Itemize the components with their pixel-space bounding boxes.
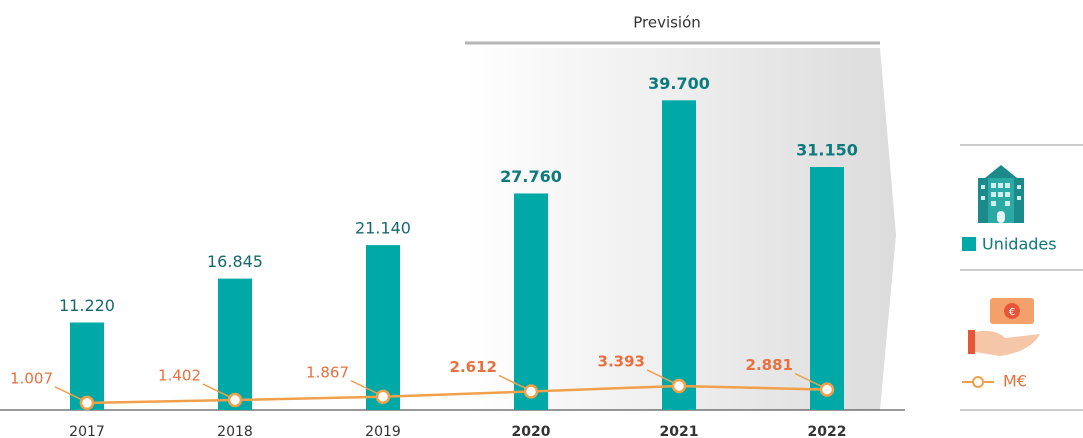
leader-line <box>202 383 231 398</box>
leader-line <box>646 369 675 384</box>
line-marker <box>819 382 835 397</box>
leader-line <box>54 386 83 401</box>
line-marker <box>523 384 539 399</box>
bar <box>662 100 696 410</box>
line-marker <box>79 395 95 411</box>
bar <box>218 278 252 410</box>
legend-swatch <box>962 237 976 251</box>
bar <box>70 322 104 410</box>
x-tick-label: 2018 <box>217 424 253 438</box>
line-value-label: 1.867 <box>306 363 349 381</box>
bar <box>514 193 548 410</box>
money-icon: € <box>968 298 1040 356</box>
line-marker <box>227 392 243 408</box>
line-marker <box>375 389 391 405</box>
bar-value-label: 31.150 <box>796 141 858 160</box>
svg-text:€: € <box>1009 307 1015 318</box>
bar-value-label: 27.760 <box>500 167 562 186</box>
leader-line <box>350 380 379 395</box>
building-icon <box>978 165 1024 223</box>
line-value-label: 2.881 <box>746 356 793 374</box>
line-value-label: 3.393 <box>598 352 645 370</box>
legend-label: M€ <box>1003 372 1027 391</box>
bar <box>810 167 844 410</box>
line-marker <box>671 378 687 394</box>
legend-swatch-marker <box>972 376 984 388</box>
line <box>86 384 828 405</box>
leader-line <box>794 372 823 388</box>
line-value-label: 1.402 <box>158 367 201 385</box>
x-tick-label: 2022 <box>808 424 847 438</box>
bar <box>366 245 400 410</box>
bar-value-label: 11.220 <box>59 296 115 315</box>
x-tick-label: 2019 <box>365 424 401 438</box>
x-tick-label: 2017 <box>69 424 105 438</box>
x-tick-label: 2021 <box>660 424 699 438</box>
leader-line <box>498 374 527 390</box>
x-tick-label: 2020 <box>512 424 551 438</box>
bar-value-label: 39.700 <box>648 74 710 93</box>
line-value-label: 2.612 <box>450 358 497 376</box>
bar-value-label: 16.845 <box>207 252 263 271</box>
legend-label: Unidades <box>982 235 1057 254</box>
bar-value-label: 21.140 <box>355 219 411 238</box>
line-value-label: 1.007 <box>10 369 53 387</box>
forecast-label: Previsión <box>633 14 701 32</box>
